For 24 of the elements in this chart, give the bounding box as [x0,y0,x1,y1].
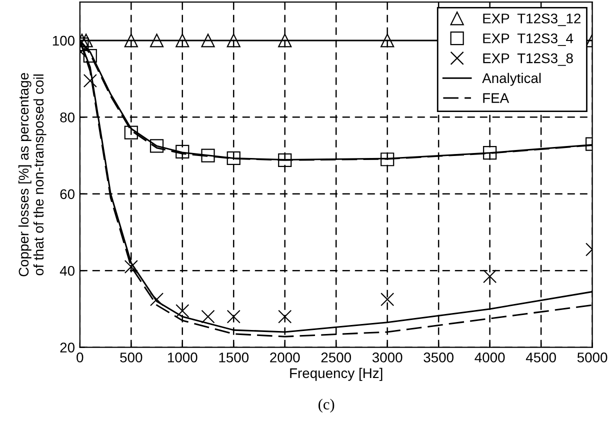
legend-label: Analytical [482,72,541,86]
x-tick-label: 0 [76,352,84,362]
x-tick-label: 3000 [372,352,402,362]
y-tick-label: 20 [60,342,75,352]
legend-label: EXP T12S3_8 [483,53,573,66]
y-tick-label: 40 [60,266,75,276]
y-tick-label: 100 [52,36,75,46]
x-tick-label: 2500 [321,352,352,362]
y-tick-label: 80 [60,112,75,122]
x-tick-label: 1000 [168,352,198,362]
x-tick-label: 2000 [270,352,300,362]
y-axis-title: Copper losses [%] as percentage of that of the non-transposed coil [18,73,46,276]
legend-label: FEA [483,93,510,103]
x-tick-label: 500 [120,352,142,362]
x-tick-label: 4000 [474,352,505,362]
y-tick-label: 60 [60,189,75,200]
legend-label: EXP T12S3_12 [483,14,581,26]
x-axis-title: Frequency [Hz] [290,368,382,381]
x-tick-label: 1500 [219,352,249,362]
x-tick-label: 5000 [577,352,608,362]
x-tick-label: 4500 [526,352,556,362]
x-tick-label: 3500 [424,352,454,362]
text: (c) [318,398,334,413]
legend-label: EXP T12S3_4 [483,33,574,46]
